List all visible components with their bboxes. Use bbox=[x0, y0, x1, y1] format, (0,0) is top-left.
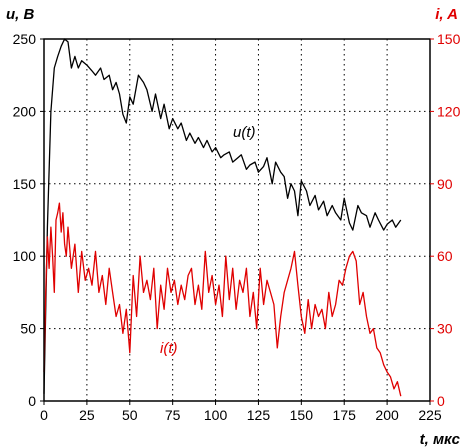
y-left-tick-label: 50 bbox=[20, 321, 36, 337]
series-line-i bbox=[43, 202, 402, 397]
right-axis-title: i, A bbox=[435, 6, 458, 23]
x-tick-label: 150 bbox=[290, 407, 314, 423]
x-tick-label: 50 bbox=[122, 407, 138, 423]
x-tick-label: 25 bbox=[79, 407, 95, 423]
i-series-label: i(t) bbox=[160, 340, 178, 357]
y-left-tick-label: 250 bbox=[13, 31, 37, 47]
x-tick-label: 0 bbox=[40, 407, 48, 423]
y-left-tick-label: 200 bbox=[13, 103, 37, 119]
x-tick-label: 175 bbox=[333, 407, 357, 423]
plot-frame bbox=[43, 38, 431, 402]
x-axis-title: t, мкс bbox=[420, 431, 461, 448]
y-right-tick-label: 150 bbox=[437, 31, 461, 47]
y-right-tick-label: 90 bbox=[437, 176, 453, 192]
y-right-tick-label: 0 bbox=[437, 393, 445, 409]
series-line-u bbox=[43, 38, 402, 394]
x-tick-label: 200 bbox=[375, 407, 399, 423]
y-left-tick-label: 100 bbox=[13, 248, 37, 264]
x-tick-label: 125 bbox=[247, 407, 271, 423]
x-tick-label: 225 bbox=[418, 407, 442, 423]
y-left-tick-label: 0 bbox=[28, 393, 36, 409]
x-tick-label: 75 bbox=[165, 407, 181, 423]
ticks: 0 25 50 75 100 125 150 175 200 225050100150200250… bbox=[13, 31, 461, 423]
y-right-tick-label: 30 bbox=[437, 321, 453, 337]
left-axis-title: u, B bbox=[6, 6, 34, 23]
series-layer bbox=[43, 38, 402, 397]
y-right-tick-label: 60 bbox=[437, 248, 453, 264]
y-left-tick-label: 150 bbox=[13, 176, 37, 192]
x-tick-label: 100 bbox=[204, 407, 228, 423]
u-series-label: u(t) bbox=[233, 124, 256, 141]
y-right-tick-label: 120 bbox=[437, 103, 461, 119]
